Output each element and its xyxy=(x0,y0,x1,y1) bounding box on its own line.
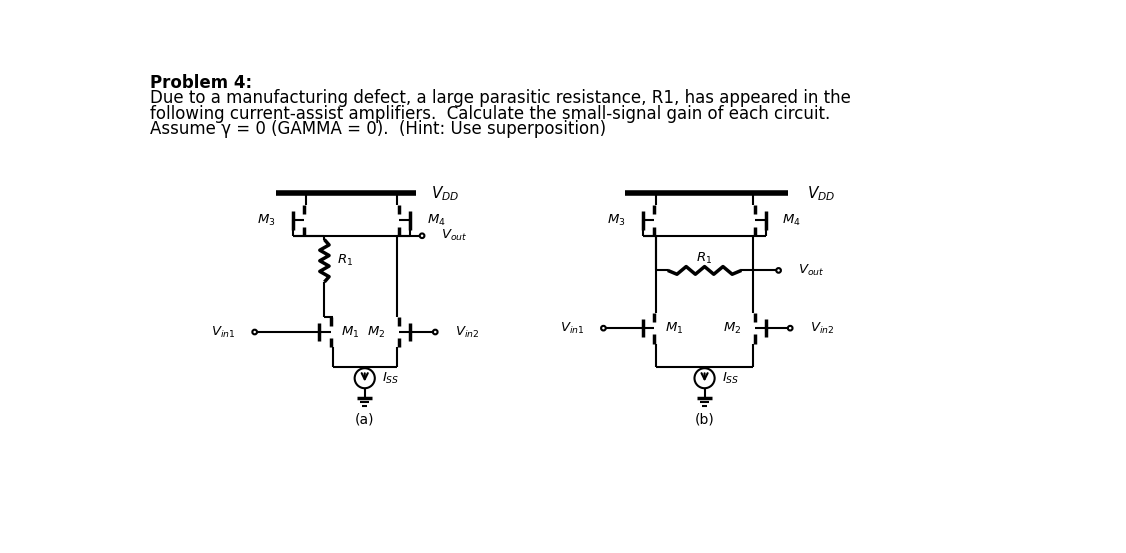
Text: $M_2$: $M_2$ xyxy=(723,321,741,336)
Text: $M_3$: $M_3$ xyxy=(607,213,626,228)
Text: $R_1$: $R_1$ xyxy=(337,253,354,268)
Text: Due to a manufacturing defect, a large parasitic resistance, R1, has appeared in: Due to a manufacturing defect, a large p… xyxy=(150,90,851,107)
Text: $V_{DD}$: $V_{DD}$ xyxy=(431,184,459,203)
Text: $M_4$: $M_4$ xyxy=(781,213,801,228)
Text: $M_3$: $M_3$ xyxy=(257,213,276,228)
Text: (b): (b) xyxy=(695,413,714,427)
Text: $I_{SS}$: $I_{SS}$ xyxy=(382,371,399,386)
Text: $M_1$: $M_1$ xyxy=(665,321,683,336)
Text: $V_{in1}$: $V_{in1}$ xyxy=(560,321,584,336)
Text: $M_4$: $M_4$ xyxy=(427,213,446,228)
Text: $V_{in1}$: $V_{in1}$ xyxy=(211,325,235,340)
Text: Assume γ = 0 (GAMMA = 0).  (Hint: Use superposition): Assume γ = 0 (GAMMA = 0). (Hint: Use sup… xyxy=(150,120,606,138)
Text: following current-assist amplifiers.  Calculate the small-signal gain of each ci: following current-assist amplifiers. Cal… xyxy=(150,105,830,123)
Text: $M_1$: $M_1$ xyxy=(341,325,359,340)
Text: (a): (a) xyxy=(355,413,375,427)
Text: $V_{in2}$: $V_{in2}$ xyxy=(810,321,834,336)
Text: $V_{out}$: $V_{out}$ xyxy=(798,263,824,278)
Text: $V_{out}$: $V_{out}$ xyxy=(441,228,468,243)
Text: $V_{in2}$: $V_{in2}$ xyxy=(455,325,479,340)
Text: $V_{DD}$: $V_{DD}$ xyxy=(807,184,835,203)
Text: Problem 4:: Problem 4: xyxy=(150,74,252,92)
Text: $M_2$: $M_2$ xyxy=(367,325,385,340)
Text: $I_{SS}$: $I_{SS}$ xyxy=(722,371,739,386)
Text: $R_1$: $R_1$ xyxy=(697,251,713,265)
